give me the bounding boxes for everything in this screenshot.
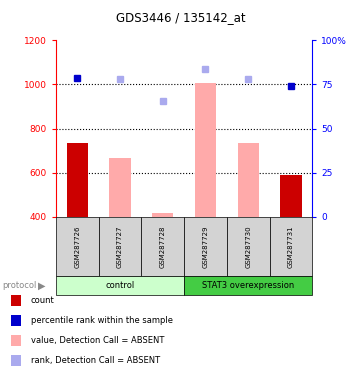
Text: GSM287729: GSM287729 (203, 225, 208, 268)
Bar (195, 83, 216, 217)
Text: GSM287727: GSM287727 (117, 225, 123, 268)
Text: STAT3 overexpression: STAT3 overexpression (202, 281, 294, 290)
Bar (152, 213, 173, 217)
Text: ▶: ▶ (38, 281, 45, 291)
Text: protocol: protocol (2, 281, 36, 290)
Bar (280, 175, 301, 217)
Text: value, Detection Call = ABSENT: value, Detection Call = ABSENT (31, 336, 164, 345)
Text: GSM287726: GSM287726 (74, 225, 80, 268)
Text: count: count (31, 296, 55, 305)
Text: GSM287730: GSM287730 (245, 225, 251, 268)
Text: GSM287731: GSM287731 (288, 225, 294, 268)
Text: GSM287728: GSM287728 (160, 225, 166, 268)
Text: rank, Detection Call = ABSENT: rank, Detection Call = ABSENT (31, 356, 160, 365)
Bar (109, 159, 131, 217)
Text: percentile rank within the sample: percentile rank within the sample (31, 316, 173, 325)
Bar (67, 143, 88, 217)
Text: control: control (105, 281, 135, 290)
Bar (238, 143, 259, 217)
Text: GDS3446 / 135142_at: GDS3446 / 135142_at (116, 11, 245, 24)
